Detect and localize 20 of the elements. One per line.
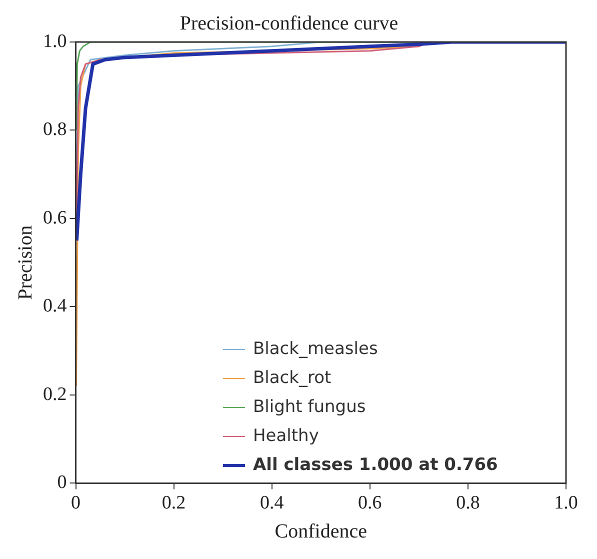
legend-label: All classes 1.000 at 0.766 [253, 454, 498, 477]
y-axis-title: Precision [14, 225, 36, 300]
x-tick-label: 0 [71, 492, 80, 514]
x-tick-label: 0.8 [456, 492, 480, 514]
y-tick-label: 0 [57, 472, 67, 494]
x-tick-label: 0.2 [162, 492, 186, 514]
legend-label: Black_measles [253, 338, 378, 361]
y-tick-label: 0.6 [43, 207, 67, 228]
y-tick-label: 0.8 [43, 119, 67, 140]
legend-label: Black_rot [253, 367, 332, 390]
legend-label: Blight fungus [253, 396, 366, 419]
y-tick-label: 1.0 [43, 30, 67, 52]
x-tick-label: 0.6 [358, 492, 382, 514]
legend-label: Healthy [253, 425, 319, 448]
x-axis-title: Confidence [274, 520, 368, 542]
x-tick-label: 0.4 [260, 492, 284, 514]
chart-title: Precision-confidence curve [180, 12, 398, 34]
x-tick-label: 1.0 [554, 492, 578, 514]
y-tick-label: 0.4 [43, 296, 68, 317]
y-tick-label: 0.2 [43, 384, 67, 405]
